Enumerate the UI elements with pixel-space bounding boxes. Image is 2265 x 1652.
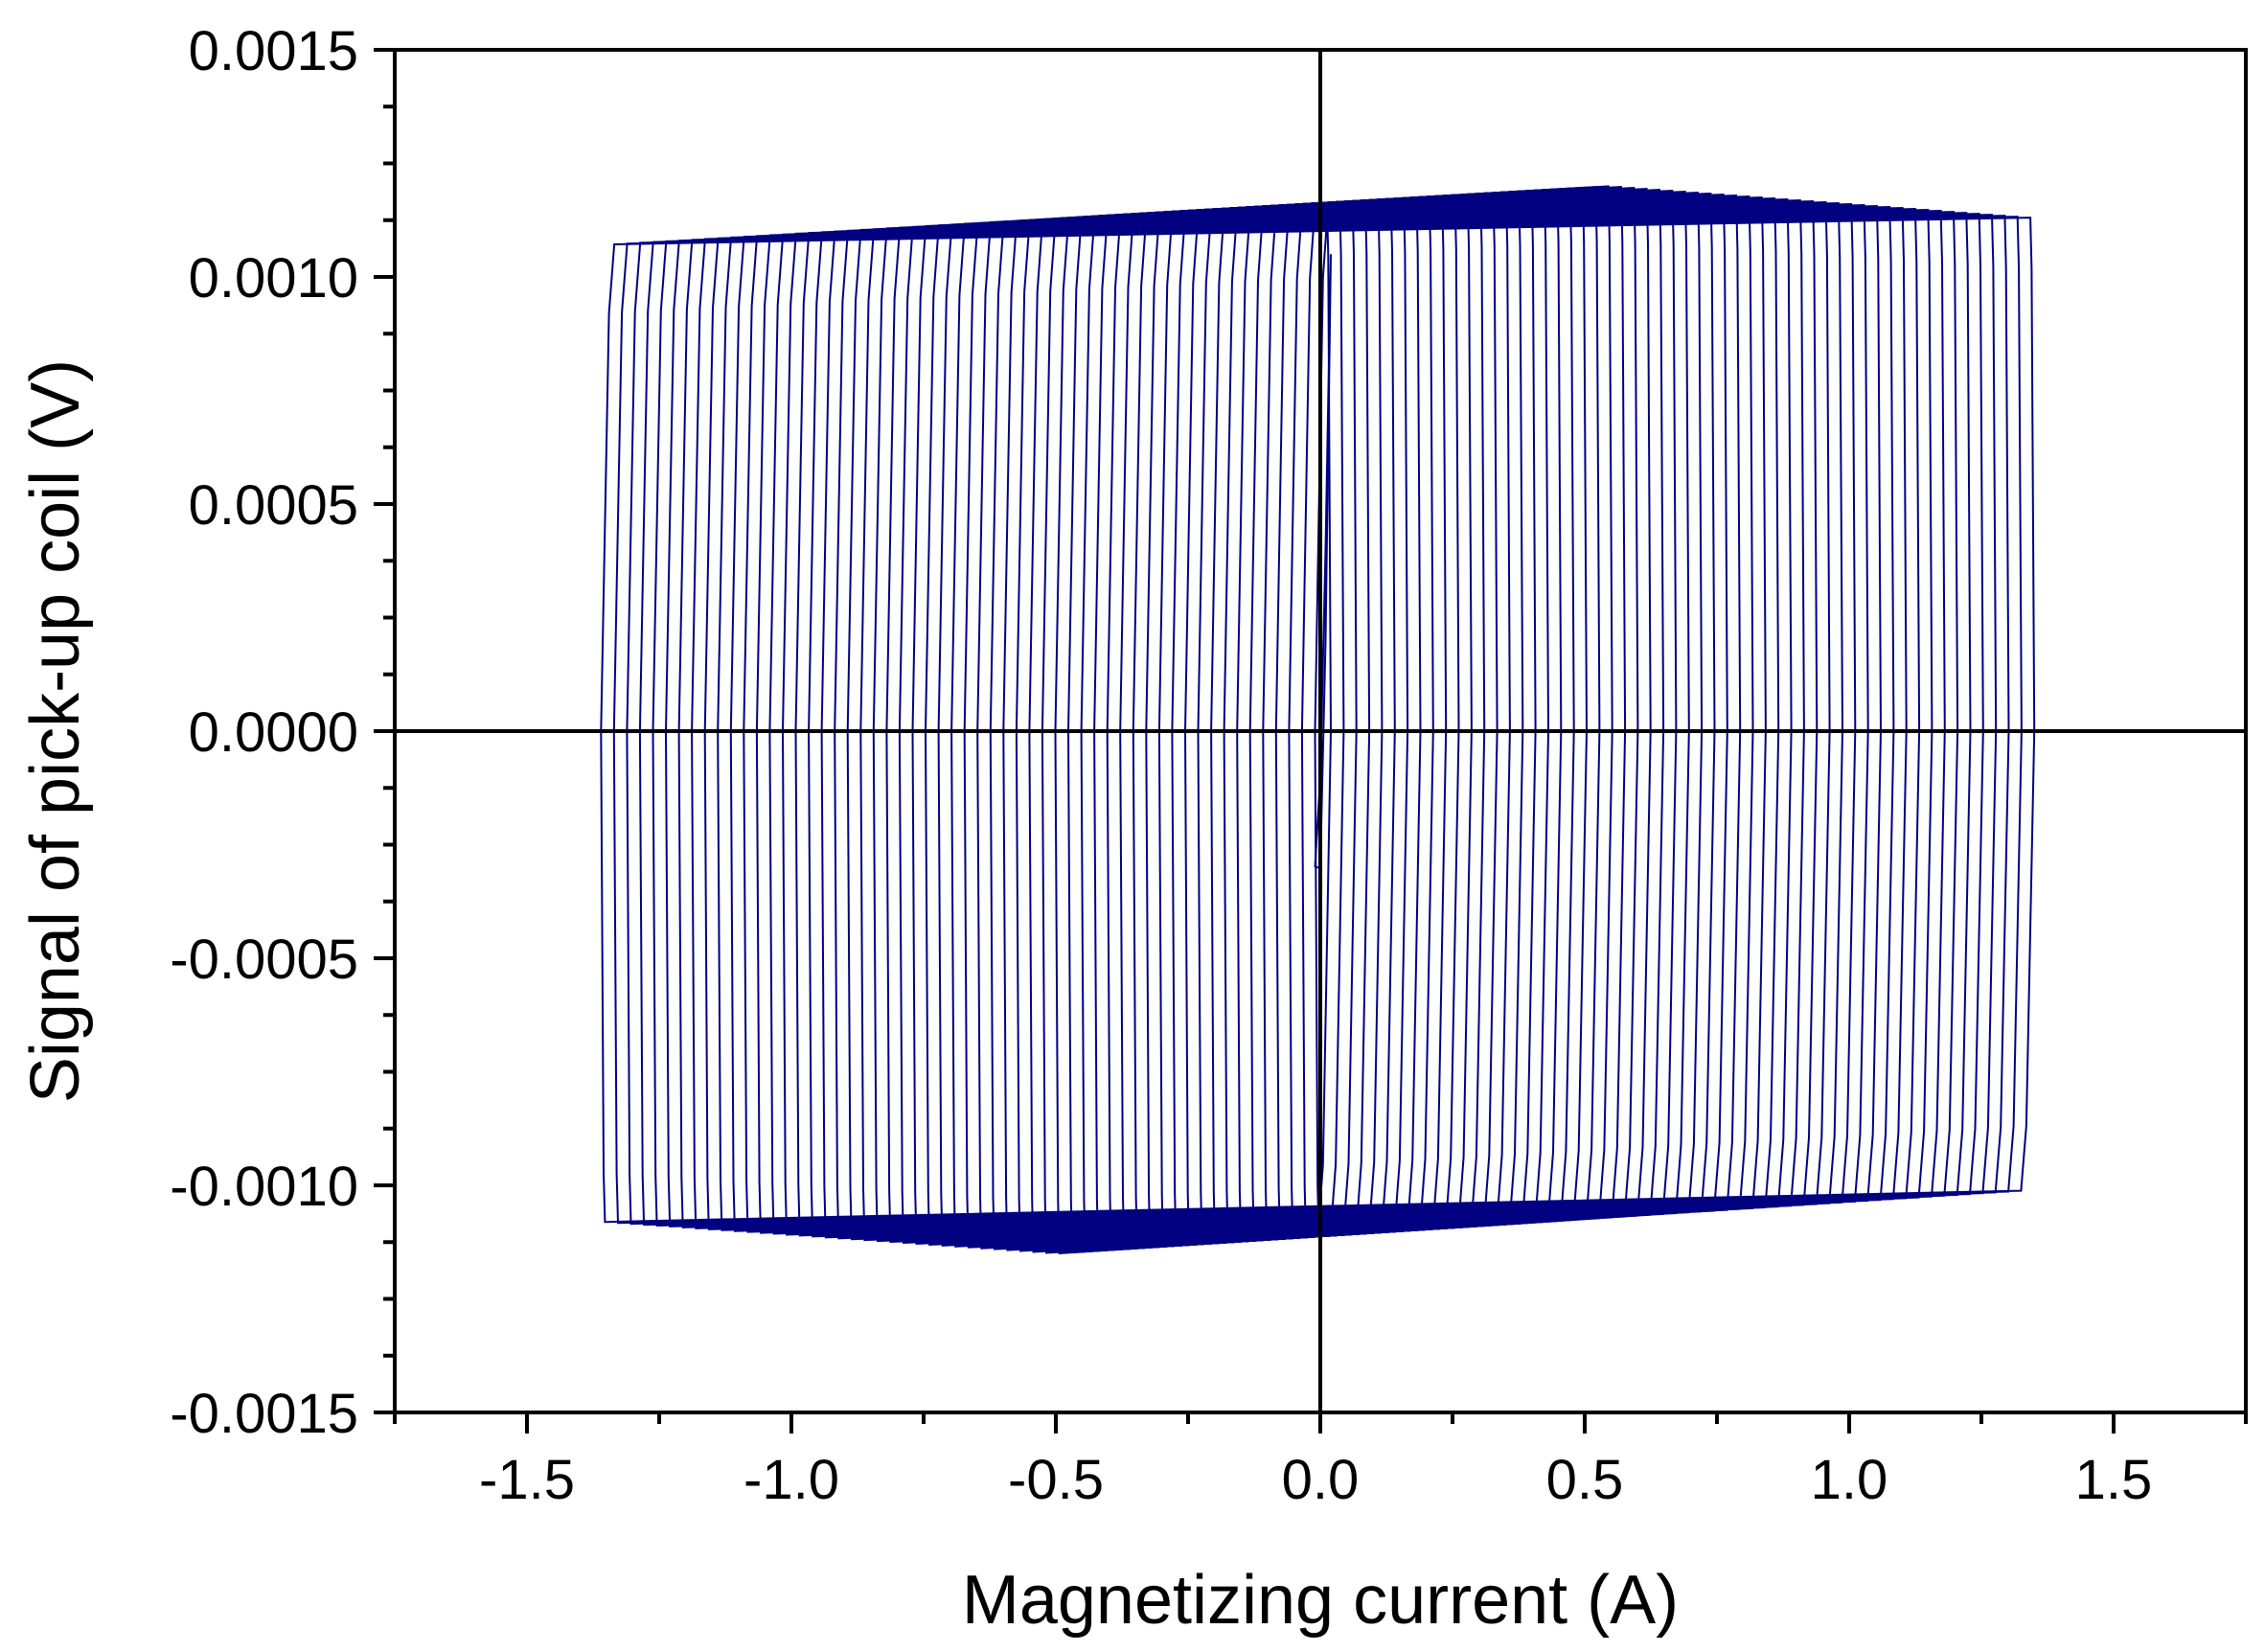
x-tick-labels: -1.5 -1.0 -0.5 0.0 0.5 1.0 1.5 <box>479 1449 2152 1511</box>
zero-lines <box>395 50 2246 1412</box>
loop-trace <box>1288 199 1358 1240</box>
y-tick-label: -0.0010 <box>170 1156 358 1218</box>
x-axis-title: Magnetizing current (A) <box>962 1562 1679 1639</box>
x-tick-label: -0.5 <box>1008 1449 1104 1511</box>
x-tick-label: 0.0 <box>1282 1449 1360 1511</box>
x-tick-label: 1.5 <box>2075 1449 2153 1511</box>
axis-ticks <box>374 48 2248 1434</box>
x-tick-label: 1.0 <box>1811 1449 1888 1511</box>
x-tick-label: -1.0 <box>744 1449 839 1511</box>
y-tick-label: -0.0005 <box>170 929 358 991</box>
loop-trace <box>652 213 1984 1228</box>
y-axis-title: Signal of pick-up coil (V) <box>17 359 94 1103</box>
loop-traces <box>600 185 2036 1254</box>
y-tick-label: -0.0015 <box>170 1383 358 1445</box>
x-tick-label: -1.5 <box>479 1449 575 1511</box>
y-tick-label: 0.0005 <box>189 474 358 537</box>
y-tick-labels: -0.0015 -0.0010 -0.0005 0.0000 0.0005 0.0010 0… <box>170 20 358 1445</box>
y-tick-label: 0.0010 <box>189 247 358 310</box>
y-tick-label: 0.0000 <box>189 701 358 764</box>
y-tick-label: 0.0015 <box>189 20 358 82</box>
loop-trace <box>638 214 1998 1227</box>
x-tick-label: 0.5 <box>1546 1449 1624 1511</box>
